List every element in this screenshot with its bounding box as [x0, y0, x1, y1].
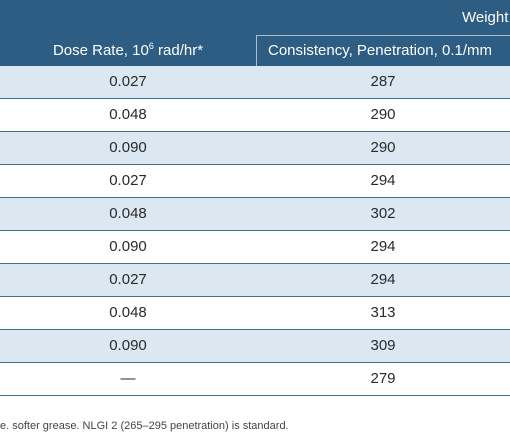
penetration-cell: 279 — [370, 370, 396, 387]
penetration-cell: 309 — [370, 337, 396, 354]
penetration-cell: 294 — [370, 238, 396, 255]
penetration-cell: 302 — [370, 205, 396, 222]
table-row: 0.027 294 — [0, 264, 510, 297]
penetration-cell: 294 — [370, 271, 396, 288]
table-body: 0.027 287 0.048 290 0.090 290 0.027 294 … — [0, 66, 510, 396]
dose-rate-unit: rad/hr* — [153, 42, 204, 59]
consistency-column-header: Consistency, Penetration, 0.1/mm — [268, 42, 492, 59]
dose-rate-cell: 0.090 — [109, 337, 147, 354]
dose-rate-exponent: 6 — [148, 41, 154, 51]
dose-rate-cell: 0.027 — [109, 73, 147, 90]
dose-rate-cell: 0.048 — [109, 304, 147, 321]
dose-rate-cell: — — [120, 370, 136, 387]
table-row: 0.090 290 — [0, 132, 510, 165]
dose-rate-cell: 0.048 — [109, 205, 147, 222]
table-row: 0.090 309 — [0, 330, 510, 363]
dose-rate-cell: 0.027 — [109, 172, 147, 189]
table-row: 0.027 294 — [0, 165, 510, 198]
penetration-cell: 287 — [370, 73, 396, 90]
table-row: 0.048 313 — [0, 297, 510, 330]
table-row: 0.090 294 — [0, 231, 510, 264]
penetration-cell: 290 — [370, 139, 396, 156]
table-footnote: e. softer grease. NLGI 2 (265–295 penetr… — [0, 420, 289, 432]
dose-rate-cell: 0.027 — [109, 271, 147, 288]
header-column-divider — [256, 36, 257, 66]
table-row: 0.027 287 — [0, 66, 510, 99]
penetration-cell: 313 — [370, 304, 396, 321]
penetration-cell: 290 — [370, 106, 396, 123]
table-row: 0.048 290 — [0, 99, 510, 132]
weight-group-header: Weight — [462, 9, 509, 26]
table-row: 0.048 302 — [0, 198, 510, 231]
table-row: — 279 — [0, 363, 510, 396]
header-group-rule — [256, 35, 510, 36]
dose-rate-cell: 0.090 — [109, 139, 147, 156]
dose-rate-cell: 0.048 — [109, 106, 147, 123]
table-header: Weight Dose Rate, 106 rad/hr* Consistenc… — [0, 0, 510, 66]
penetration-cell: 294 — [370, 172, 396, 189]
dose-rate-column-header: Dose Rate, 106 rad/hr* — [0, 36, 256, 66]
dose-rate-cell: 0.090 — [109, 238, 147, 255]
dose-rate-label: Dose Rate, 10 — [52, 42, 149, 59]
